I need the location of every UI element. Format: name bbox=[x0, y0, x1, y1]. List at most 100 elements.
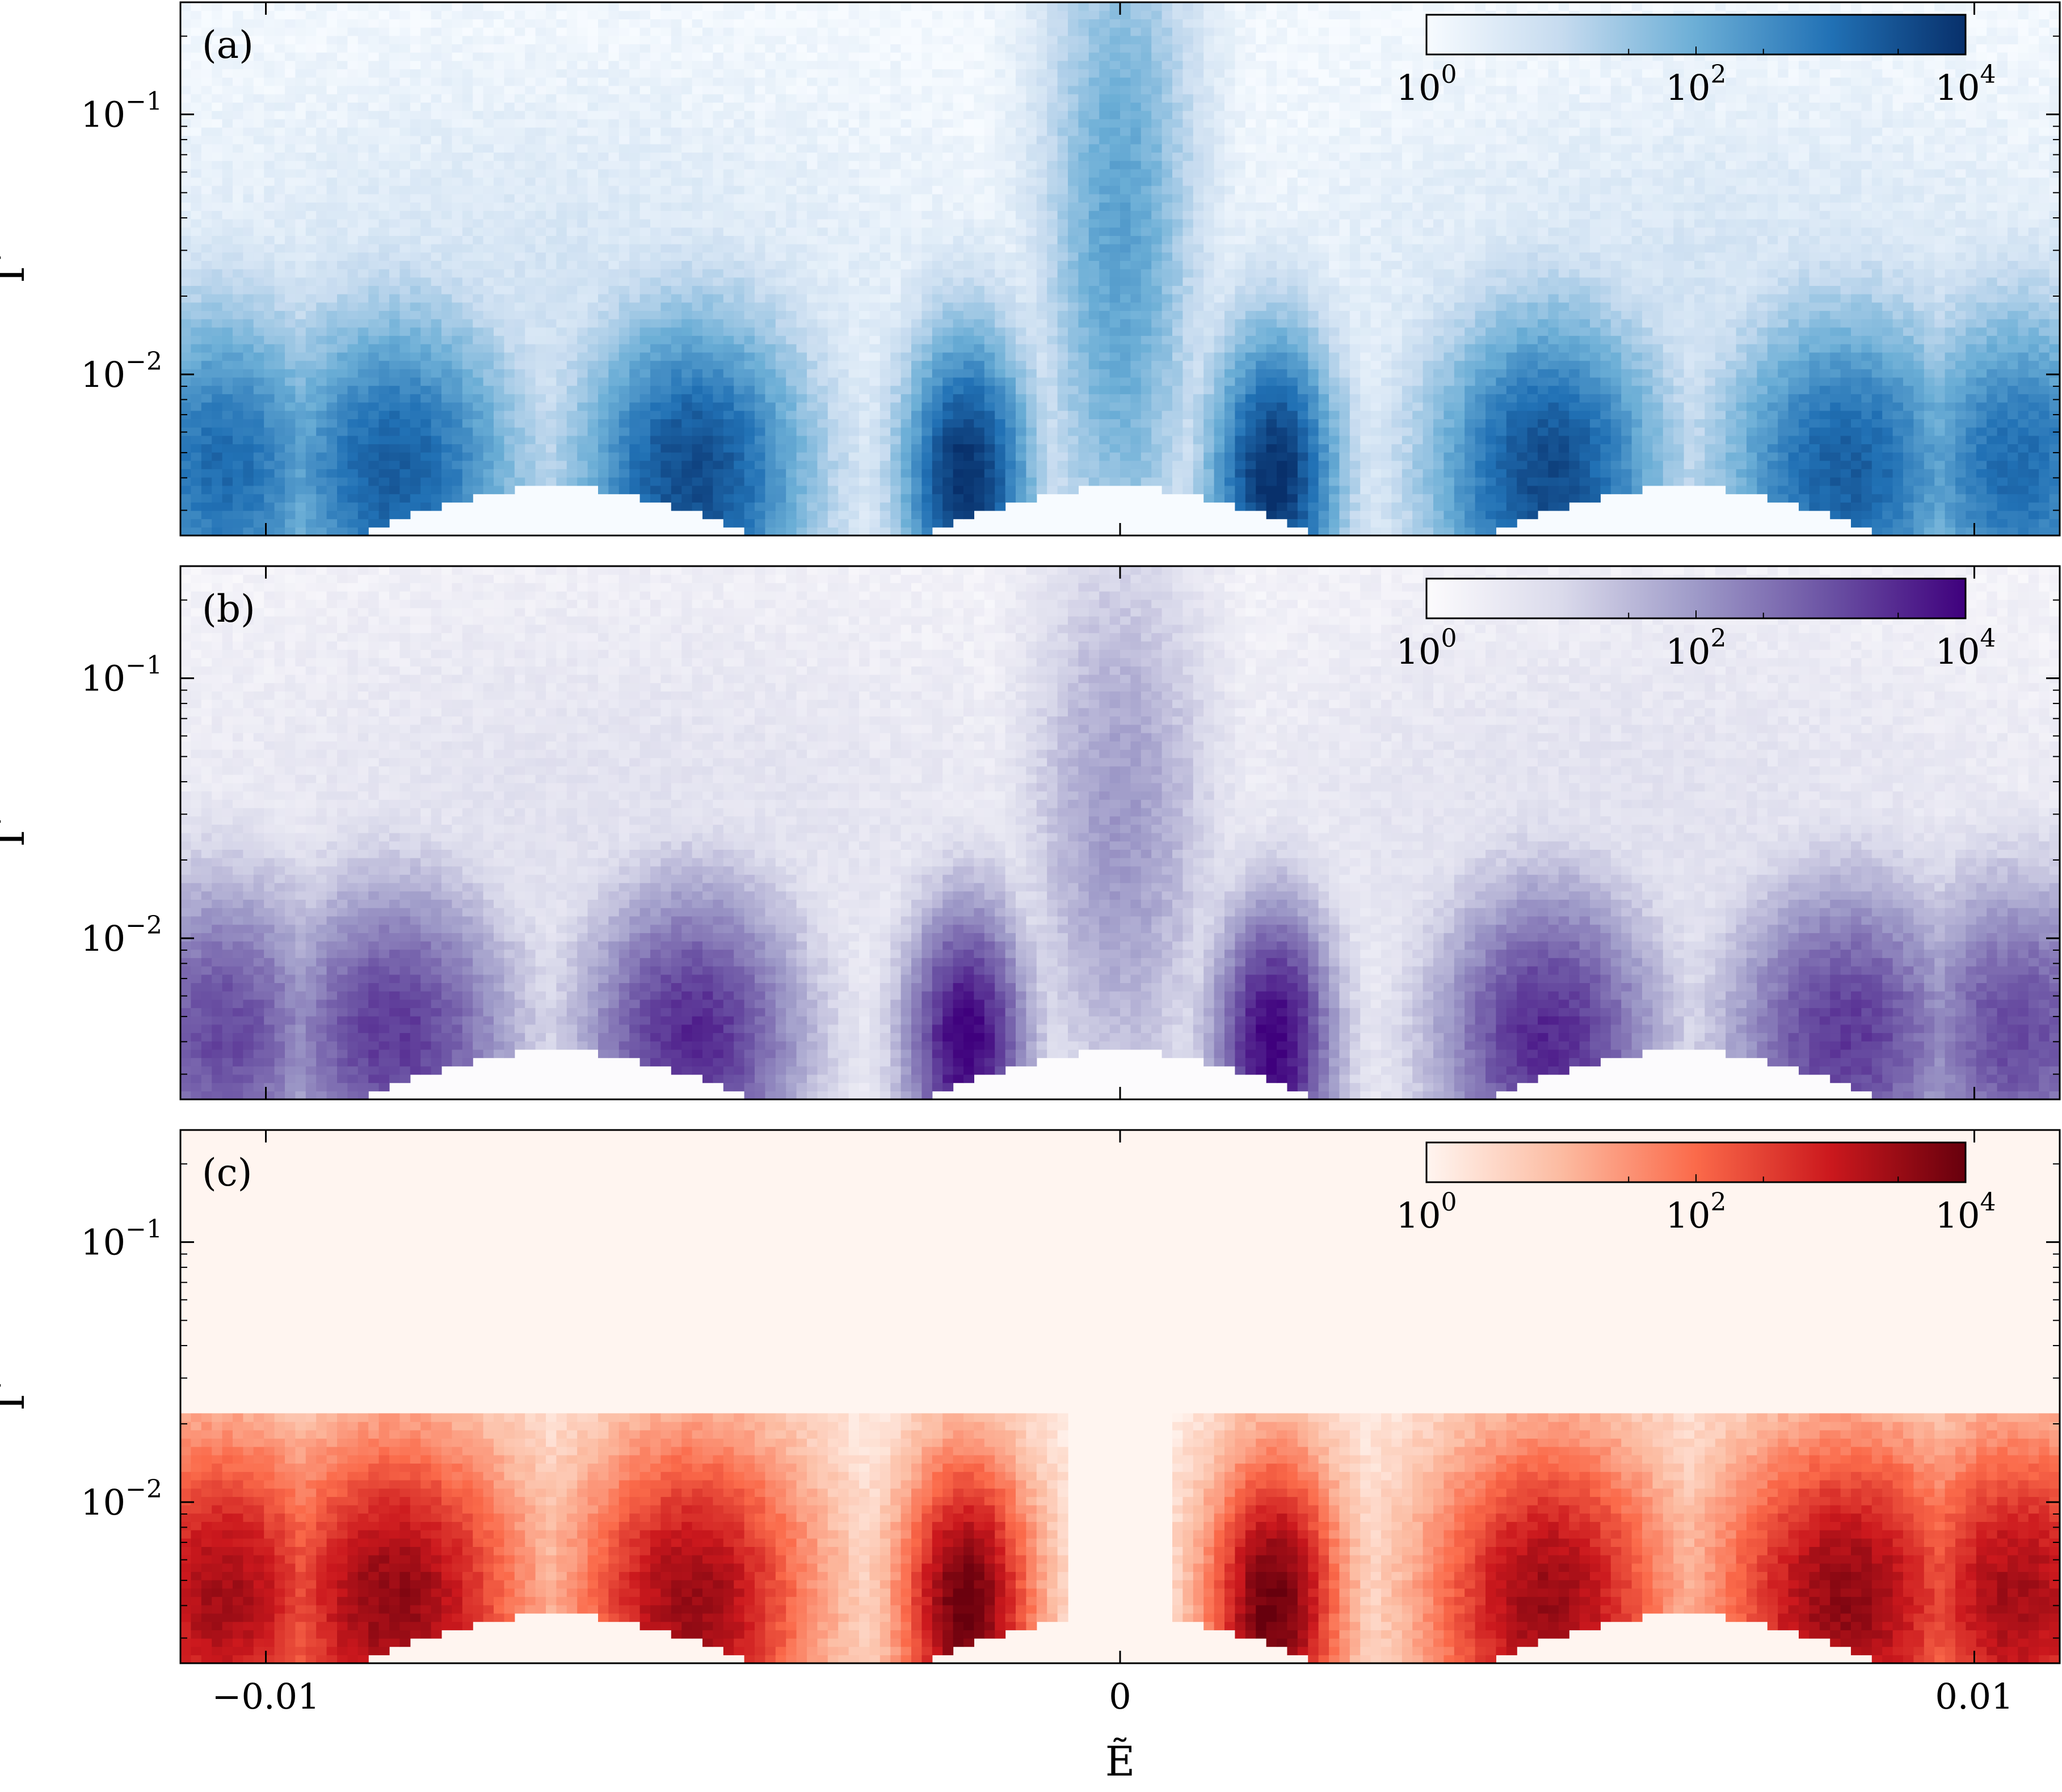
heat-cell bbox=[420, 385, 432, 394]
heat-cell bbox=[2018, 369, 2029, 378]
heat-cell bbox=[1486, 394, 1496, 403]
heat-cell bbox=[577, 402, 588, 411]
heat-cell bbox=[1757, 402, 1768, 411]
heat-cell bbox=[1506, 377, 1517, 386]
heat-cell bbox=[1621, 410, 1632, 419]
heat-cell bbox=[1099, 327, 1110, 336]
heat-cell bbox=[1892, 419, 1904, 428]
heat-cell bbox=[879, 394, 891, 403]
heat-cell bbox=[1590, 344, 1601, 353]
heat-cell bbox=[305, 294, 317, 303]
heat-cell bbox=[1412, 335, 1424, 344]
heat-cell bbox=[212, 310, 223, 319]
heat-cell bbox=[1726, 327, 1737, 336]
heat-cell bbox=[1558, 285, 1569, 294]
heat-cell bbox=[1569, 452, 1580, 461]
heat-cell bbox=[274, 477, 285, 486]
heat-cell bbox=[1203, 385, 1215, 394]
heat-cell bbox=[639, 494, 651, 503]
heat-cell bbox=[2049, 344, 2060, 353]
heat-cell bbox=[399, 410, 411, 419]
heat-cell bbox=[953, 494, 964, 503]
heat-cell bbox=[546, 285, 557, 294]
heat-cell bbox=[1892, 352, 1904, 361]
heat-cell bbox=[316, 285, 327, 294]
heat-cell bbox=[378, 319, 390, 328]
heat-cell bbox=[995, 469, 1006, 478]
heat-cell bbox=[253, 377, 264, 386]
heat-cell bbox=[755, 377, 765, 386]
heat-cell bbox=[1370, 360, 1382, 369]
heat-cell bbox=[410, 460, 421, 470]
heat-cell bbox=[1955, 452, 1966, 461]
heat-cell bbox=[410, 310, 421, 319]
heat-cell bbox=[1694, 360, 1705, 369]
heat-cell bbox=[755, 385, 765, 394]
heat-cell bbox=[389, 377, 400, 386]
heat-cell bbox=[1235, 352, 1246, 361]
heat-cell bbox=[180, 352, 191, 361]
heat-cell bbox=[629, 377, 641, 386]
heat-cell bbox=[1329, 518, 1340, 528]
heat-cell bbox=[316, 277, 327, 286]
heat-cell bbox=[1120, 394, 1131, 403]
heat-cell bbox=[2008, 344, 2018, 353]
heat-cell bbox=[389, 344, 400, 353]
heat-cell bbox=[598, 469, 609, 478]
heat-cell bbox=[1109, 285, 1121, 294]
heat-cell bbox=[900, 477, 912, 486]
heat-cell bbox=[1339, 469, 1350, 478]
heat-cell bbox=[1402, 435, 1413, 445]
heat-cell bbox=[180, 518, 191, 528]
heat-cell bbox=[577, 427, 588, 436]
heat-cell bbox=[1610, 310, 1622, 319]
heat-cell bbox=[1287, 427, 1298, 436]
heat-cell bbox=[180, 452, 191, 461]
heat-cell bbox=[1903, 477, 1914, 486]
heat-cell bbox=[1349, 410, 1361, 419]
heat-cell bbox=[577, 319, 588, 328]
heat-cell bbox=[1423, 494, 1434, 503]
heat-cell bbox=[786, 510, 797, 520]
heat-cell bbox=[1172, 427, 1183, 436]
heat-cell bbox=[295, 444, 306, 453]
heat-cell bbox=[1558, 435, 1569, 445]
heat-cell bbox=[1005, 435, 1016, 445]
heat-cell bbox=[1026, 285, 1037, 294]
heat-cell bbox=[1162, 302, 1173, 311]
heat-cell bbox=[1757, 469, 1768, 478]
heat-cell bbox=[1256, 385, 1267, 394]
heat-cell bbox=[869, 469, 881, 478]
heat-cell bbox=[1851, 360, 1862, 369]
heat-cell bbox=[921, 427, 933, 436]
heat-cell bbox=[1245, 469, 1256, 478]
heat-cell bbox=[1631, 419, 1643, 428]
heat-cell bbox=[1663, 344, 1674, 353]
heat-cell bbox=[1444, 310, 1455, 319]
heat-cell bbox=[1224, 394, 1235, 403]
heat-cell bbox=[1631, 294, 1643, 303]
heat-cell bbox=[807, 385, 818, 394]
heat-cell bbox=[660, 377, 672, 386]
heat-cell bbox=[546, 469, 557, 478]
heat-cell bbox=[326, 527, 338, 536]
heat-cell bbox=[431, 294, 442, 303]
heat-cell bbox=[1882, 460, 1893, 470]
heat-cell bbox=[556, 410, 567, 419]
heat-cell bbox=[1277, 369, 1287, 378]
heat-cell bbox=[1297, 360, 1308, 369]
heat-cell bbox=[483, 285, 494, 294]
heat-cell bbox=[1726, 352, 1737, 361]
heat-cell bbox=[681, 285, 693, 294]
heat-cell bbox=[817, 477, 828, 486]
heat-cell bbox=[921, 385, 933, 394]
heat-cell bbox=[587, 419, 599, 428]
heat-cell bbox=[827, 302, 839, 311]
heat-cell bbox=[1652, 460, 1664, 470]
heat-cell bbox=[1381, 310, 1392, 319]
heat-cell bbox=[1548, 285, 1559, 294]
heat-cell bbox=[253, 335, 264, 344]
heat-cell bbox=[1631, 444, 1643, 453]
heat-cell bbox=[1412, 452, 1424, 461]
heat-cell bbox=[775, 369, 786, 378]
